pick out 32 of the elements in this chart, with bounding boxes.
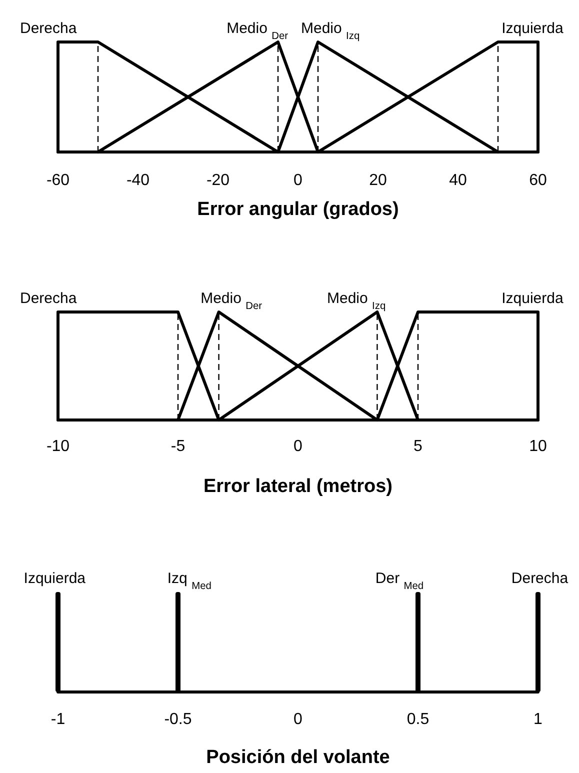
series-label: Derecha bbox=[20, 290, 78, 307]
x-tick-label: 60 bbox=[529, 172, 547, 189]
x-tick-label: -1 bbox=[50, 711, 66, 728]
series-label: Izq $_{Med}$ bbox=[167, 570, 212, 592]
series-label: Der $_{Med}$ bbox=[375, 570, 424, 592]
x-tick-label: 10 bbox=[529, 438, 547, 455]
x-tick-label: 5 bbox=[414, 438, 423, 455]
x-tick-label: 0 bbox=[294, 438, 303, 455]
x-tick-label: -60 bbox=[46, 172, 70, 189]
x-tick-label: -20 bbox=[206, 172, 230, 189]
series-label: Medio $_{Der}$ bbox=[200, 290, 263, 312]
series-label: Izquierda bbox=[502, 290, 564, 307]
x-tick-label: 0.5 bbox=[406, 711, 430, 728]
x-axis-title: Posición del volante bbox=[206, 747, 390, 768]
series-label: Derecha bbox=[511, 570, 569, 587]
x-tick-label: -5 bbox=[170, 438, 186, 455]
x-tick-label: 40 bbox=[449, 172, 467, 189]
series-label: Derecha bbox=[20, 20, 78, 37]
x-tick-label: -40 bbox=[126, 172, 150, 189]
x-axis-title: Error lateral (metros) bbox=[203, 476, 393, 497]
x-tick-label: 1 bbox=[534, 711, 543, 728]
x-tick-label: 0 bbox=[294, 711, 303, 728]
series-label: Izquierda bbox=[24, 570, 86, 587]
x-axis-title: Error angular (grados) bbox=[197, 199, 399, 220]
x-tick-label: 20 bbox=[369, 172, 387, 189]
series-label: Medio $_{Izq}$ bbox=[301, 20, 360, 42]
series-label: Medio $_{Der}$ bbox=[226, 20, 289, 42]
series-label: Medio $_{Izq}$ bbox=[327, 290, 386, 312]
x-tick-label: 0 bbox=[294, 172, 303, 189]
series-label: Izquierda bbox=[502, 20, 564, 37]
x-tick-label: -0.5 bbox=[164, 711, 192, 728]
x-tick-label: -10 bbox=[46, 438, 70, 455]
